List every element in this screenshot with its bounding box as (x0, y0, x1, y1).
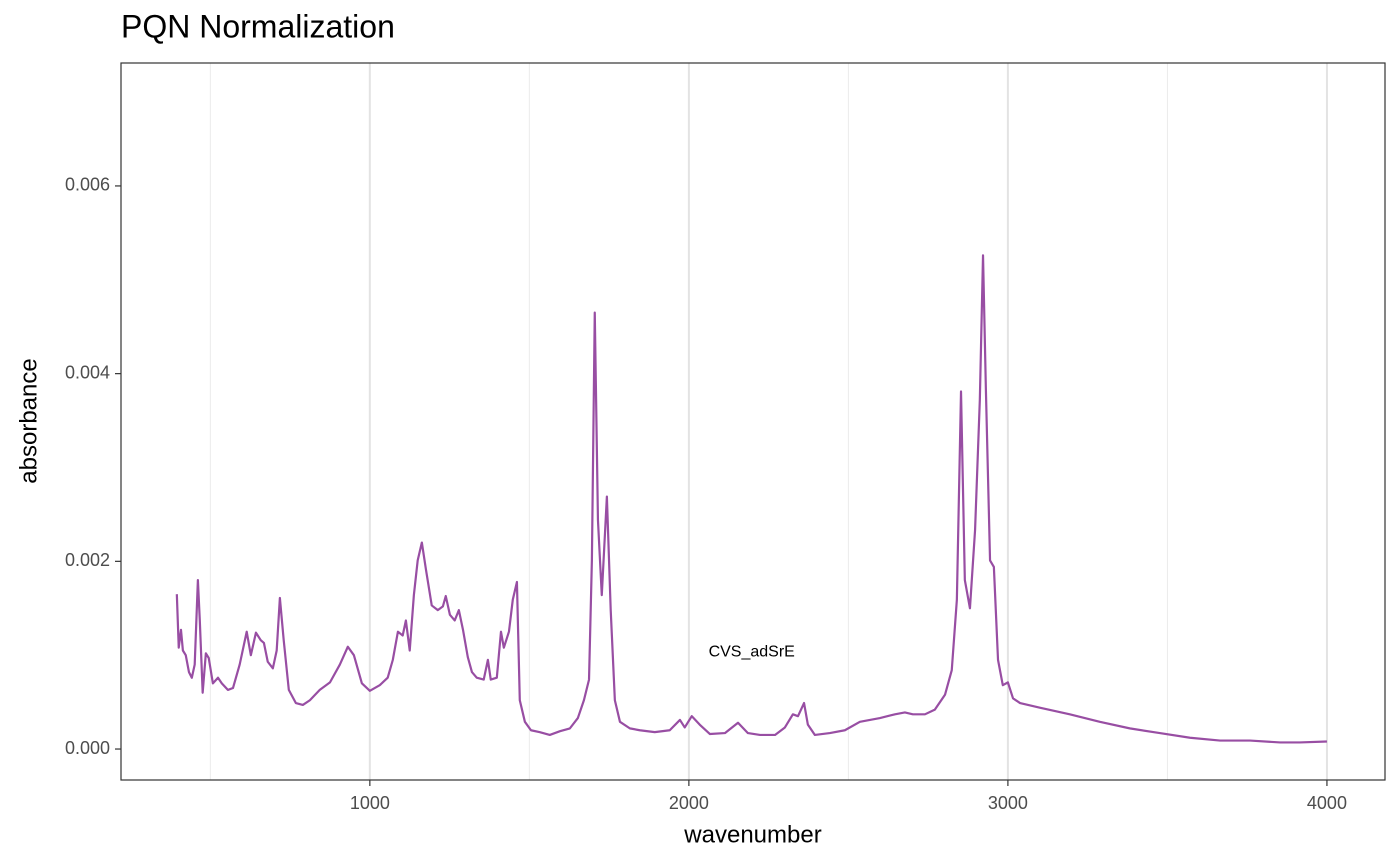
x-tick-label: 4000 (1307, 793, 1347, 813)
y-axis-label: absorbance (15, 358, 42, 483)
plot-border (120, 62, 1386, 781)
x-tick-label: 2000 (669, 793, 709, 813)
annotation: CVS_adSrE (709, 644, 795, 661)
y-tick-label: 0.004 (65, 362, 110, 382)
x-tick-label: 3000 (988, 793, 1028, 813)
chart-title: PQN Normalization (121, 8, 395, 44)
spectrum-line (175, 254, 1327, 744)
y-tick-label: 0.002 (65, 550, 110, 570)
x-axis-label: wavenumber (683, 821, 821, 848)
y-tick-label: 0.006 (65, 175, 110, 195)
x-tick-label: 1000 (350, 793, 390, 813)
y-tick-label: 0.000 (65, 738, 110, 758)
